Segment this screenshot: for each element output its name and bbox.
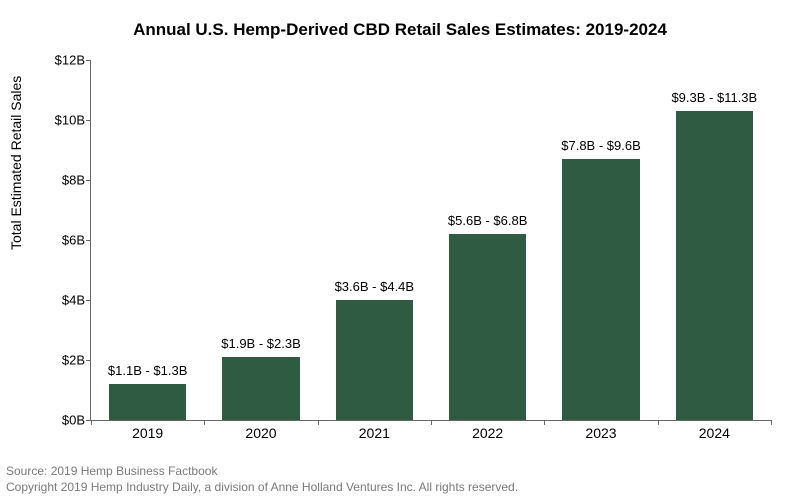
y-tick-mark: [86, 360, 91, 361]
bar: [336, 300, 413, 420]
y-tick-label: $6B: [41, 233, 85, 248]
source-text: Source: 2019 Hemp Business Factbook: [6, 464, 217, 478]
x-category-label: 2021: [359, 425, 390, 441]
y-tick-mark: [86, 120, 91, 121]
bar: [676, 111, 753, 420]
bar: [109, 384, 186, 420]
x-tick-mark: [431, 420, 432, 425]
bar: [449, 234, 526, 420]
bar-value-label: $1.1B - $1.3B: [68, 363, 228, 378]
copyright-text: Copyright 2019 Hemp Industry Daily, a di…: [6, 480, 518, 494]
x-category-label: 2023: [585, 425, 616, 441]
y-tick-label: $0B: [41, 413, 85, 428]
bar-value-label: $3.6B - $4.4B: [294, 279, 454, 294]
x-category-label: 2024: [699, 425, 730, 441]
bar-value-label: $9.3B - $11.3B: [634, 90, 794, 105]
y-tick-label: $12B: [41, 53, 85, 68]
x-tick-mark: [318, 420, 319, 425]
bar: [222, 357, 299, 420]
x-tick-mark: [204, 420, 205, 425]
x-tick-mark: [658, 420, 659, 425]
x-tick-mark: [771, 420, 772, 425]
y-tick-mark: [86, 300, 91, 301]
x-tick-mark: [91, 420, 92, 425]
y-tick-label: $10B: [41, 113, 85, 128]
y-tick-mark: [86, 240, 91, 241]
x-category-label: 2022: [472, 425, 503, 441]
bar-value-label: $7.8B - $9.6B: [521, 138, 681, 153]
y-tick-label: $8B: [41, 173, 85, 188]
x-category-label: 2020: [245, 425, 276, 441]
y-tick-mark: [86, 60, 91, 61]
chart-container: Annual U.S. Hemp-Derived CBD Retail Sale…: [0, 0, 800, 500]
y-axis-label: Total Estimated Retail Sales: [8, 76, 24, 250]
chart-title: Annual U.S. Hemp-Derived CBD Retail Sale…: [0, 20, 800, 40]
bar-value-label: $1.9B - $2.3B: [181, 336, 341, 351]
y-tick-label: $4B: [41, 293, 85, 308]
x-category-label: 2019: [132, 425, 163, 441]
y-tick-mark: [86, 180, 91, 181]
bar-value-label: $5.6B - $6.8B: [408, 213, 568, 228]
x-tick-mark: [544, 420, 545, 425]
bar: [562, 159, 639, 420]
plot-area: $0B$2B$4B$6B$8B$10B$12B$1.1B - $1.3B2019…: [90, 60, 771, 421]
